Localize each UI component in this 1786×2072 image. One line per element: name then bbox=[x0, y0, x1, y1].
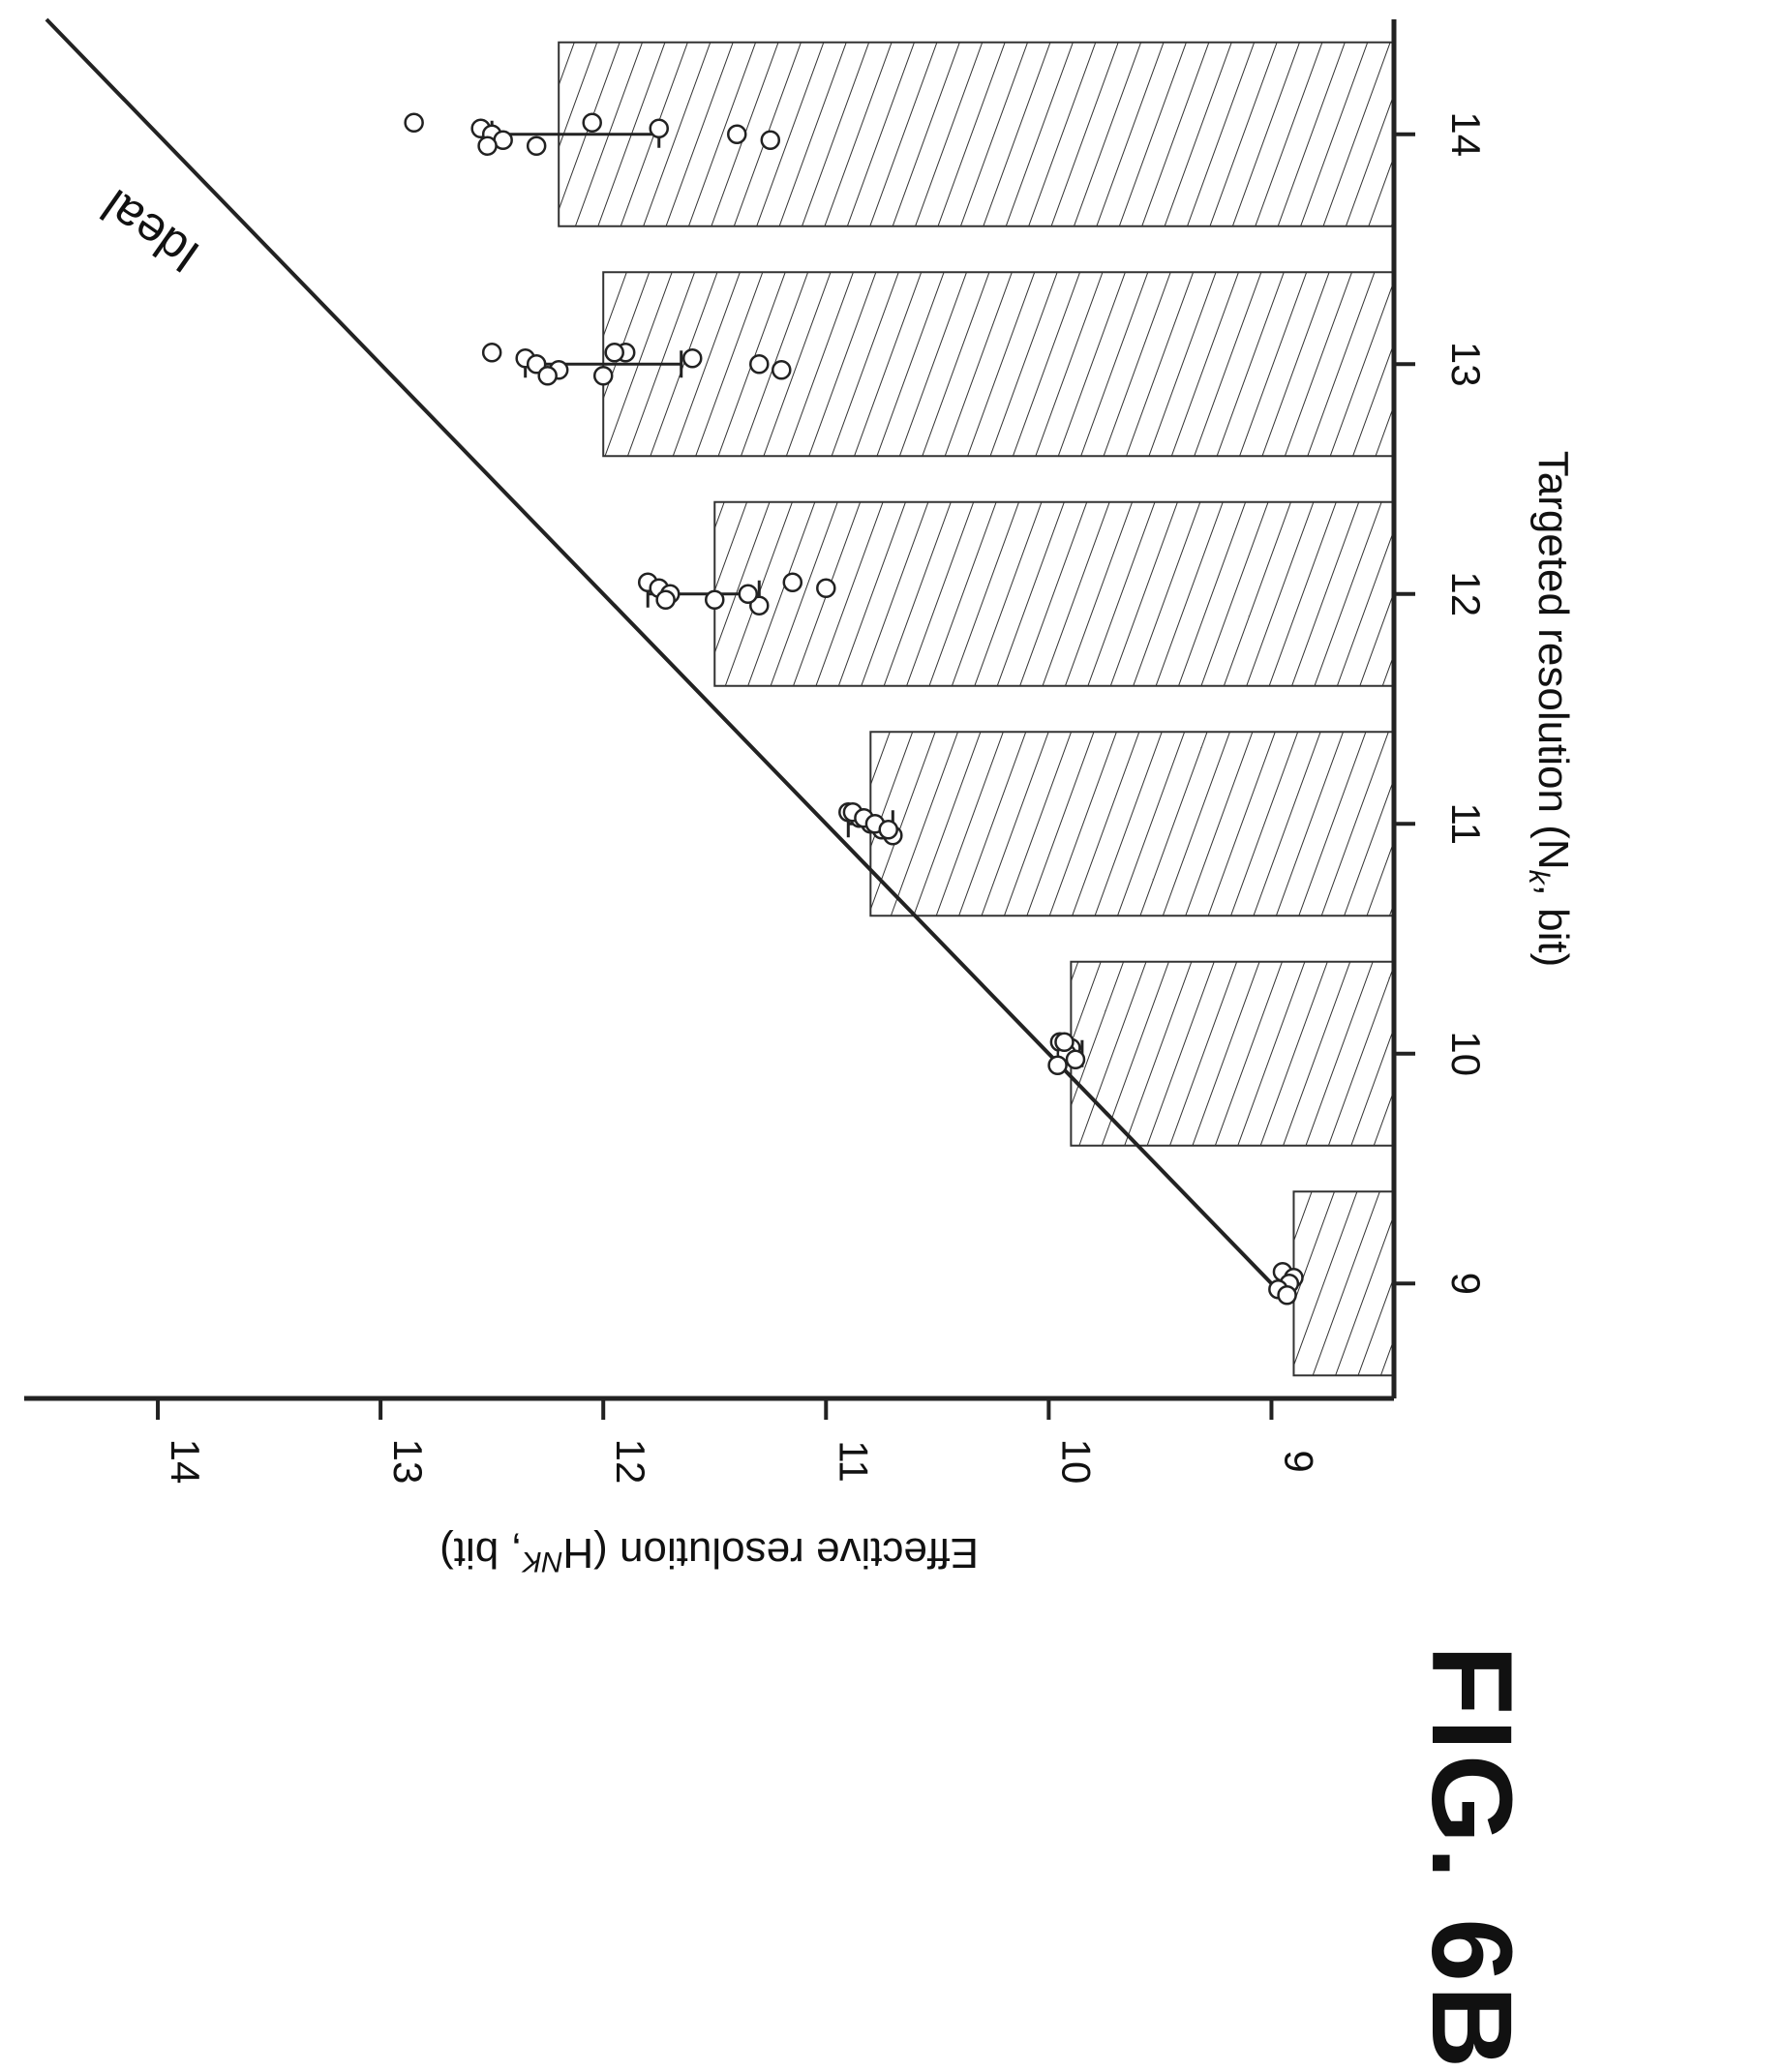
x-axis-label: Targeted resolution (Nk, bit) bbox=[1523, 451, 1577, 967]
x-tick-label-11: 11 bbox=[1443, 802, 1489, 845]
data-point-14-7 bbox=[649, 118, 669, 138]
data-point-14-6 bbox=[582, 112, 602, 133]
data-point-13-10 bbox=[537, 366, 558, 386]
data-point-14-9 bbox=[760, 130, 781, 150]
bar-11 bbox=[869, 731, 1395, 917]
data-point-13-5 bbox=[592, 366, 614, 386]
x-axis-label-sub: k bbox=[1523, 870, 1555, 886]
data-point-13-9 bbox=[772, 360, 792, 380]
bar-9 bbox=[1292, 1190, 1395, 1377]
bar-12 bbox=[713, 500, 1395, 687]
chart-figure: 9 10 11 12 13 14 9 10 11 12 13 14 Ideal Targeted r… bbox=[24, 17, 1577, 1577]
data-point-12-9 bbox=[655, 589, 676, 610]
data-point-14-8 bbox=[727, 124, 747, 144]
data-point-14-1 bbox=[404, 112, 424, 133]
data-point-9-5 bbox=[1277, 1285, 1297, 1306]
data-point-14-10 bbox=[477, 135, 498, 156]
bar-14 bbox=[558, 41, 1395, 227]
bars-layer bbox=[558, 41, 1395, 1377]
data-point-12-5 bbox=[749, 595, 770, 616]
x-tick-label-14: 14 bbox=[1443, 111, 1489, 157]
data-point-12-7 bbox=[816, 578, 836, 598]
x-tick-label-13: 13 bbox=[1443, 342, 1489, 387]
bar-13 bbox=[602, 271, 1395, 458]
data-point-10-4 bbox=[1065, 1049, 1086, 1069]
data-point-12-4 bbox=[705, 589, 725, 610]
data-point-11-9 bbox=[878, 820, 898, 840]
x-axis-label-tail: , bit) bbox=[1529, 885, 1577, 968]
figure-label: FIG. 6B bbox=[1408, 1645, 1535, 2072]
data-point-13-11 bbox=[604, 343, 624, 363]
y-axis-label: Effective resolution (HNK, bit) bbox=[439, 1529, 979, 1577]
y-tick-label-10: 10 bbox=[1053, 1439, 1099, 1485]
ideal-line-layer bbox=[45, 17, 1273, 1285]
y-tick-label-11: 11 bbox=[831, 1440, 876, 1483]
data-point-10-5 bbox=[1047, 1055, 1068, 1075]
y-axis-label-sub: NK bbox=[521, 1546, 563, 1577]
ideal-line bbox=[45, 17, 1273, 1285]
y-tick-label-13: 13 bbox=[385, 1439, 431, 1485]
data-point-13-8 bbox=[749, 354, 770, 375]
axes-layer bbox=[24, 19, 1397, 1401]
data-point-10-6 bbox=[1054, 1032, 1075, 1052]
x-tick-label-12: 12 bbox=[1443, 571, 1489, 616]
y-ticks-layer: 9 10 11 12 13 14 bbox=[156, 1398, 1321, 1485]
ideal-line-label: Ideal bbox=[92, 179, 209, 284]
x-tick-label-10: 10 bbox=[1443, 1031, 1489, 1076]
bar-10 bbox=[1070, 960, 1395, 1147]
y-tick-label-12: 12 bbox=[608, 1439, 653, 1485]
y-axis-label-tail: , bit) bbox=[439, 1529, 523, 1577]
data-point-13-1 bbox=[481, 343, 502, 363]
y-tick-label-14: 14 bbox=[163, 1439, 208, 1485]
x-ticks-layer: 9 10 11 12 13 14 bbox=[1394, 111, 1489, 1295]
x-tick-label-9: 9 bbox=[1443, 1273, 1489, 1295]
y-tick-label-9: 9 bbox=[1276, 1450, 1321, 1472]
x-axis-label-main: Targeted resolution (N bbox=[1529, 451, 1577, 870]
data-point-12-6 bbox=[782, 572, 803, 592]
data-point-14-5 bbox=[526, 135, 547, 156]
data-point-12-8 bbox=[738, 584, 759, 604]
data-points-layer bbox=[404, 112, 1304, 1306]
data-point-13-7 bbox=[681, 348, 703, 369]
y-axis-label-main: Effective resolution (H bbox=[562, 1529, 979, 1577]
data-point-13-3 bbox=[526, 354, 547, 375]
